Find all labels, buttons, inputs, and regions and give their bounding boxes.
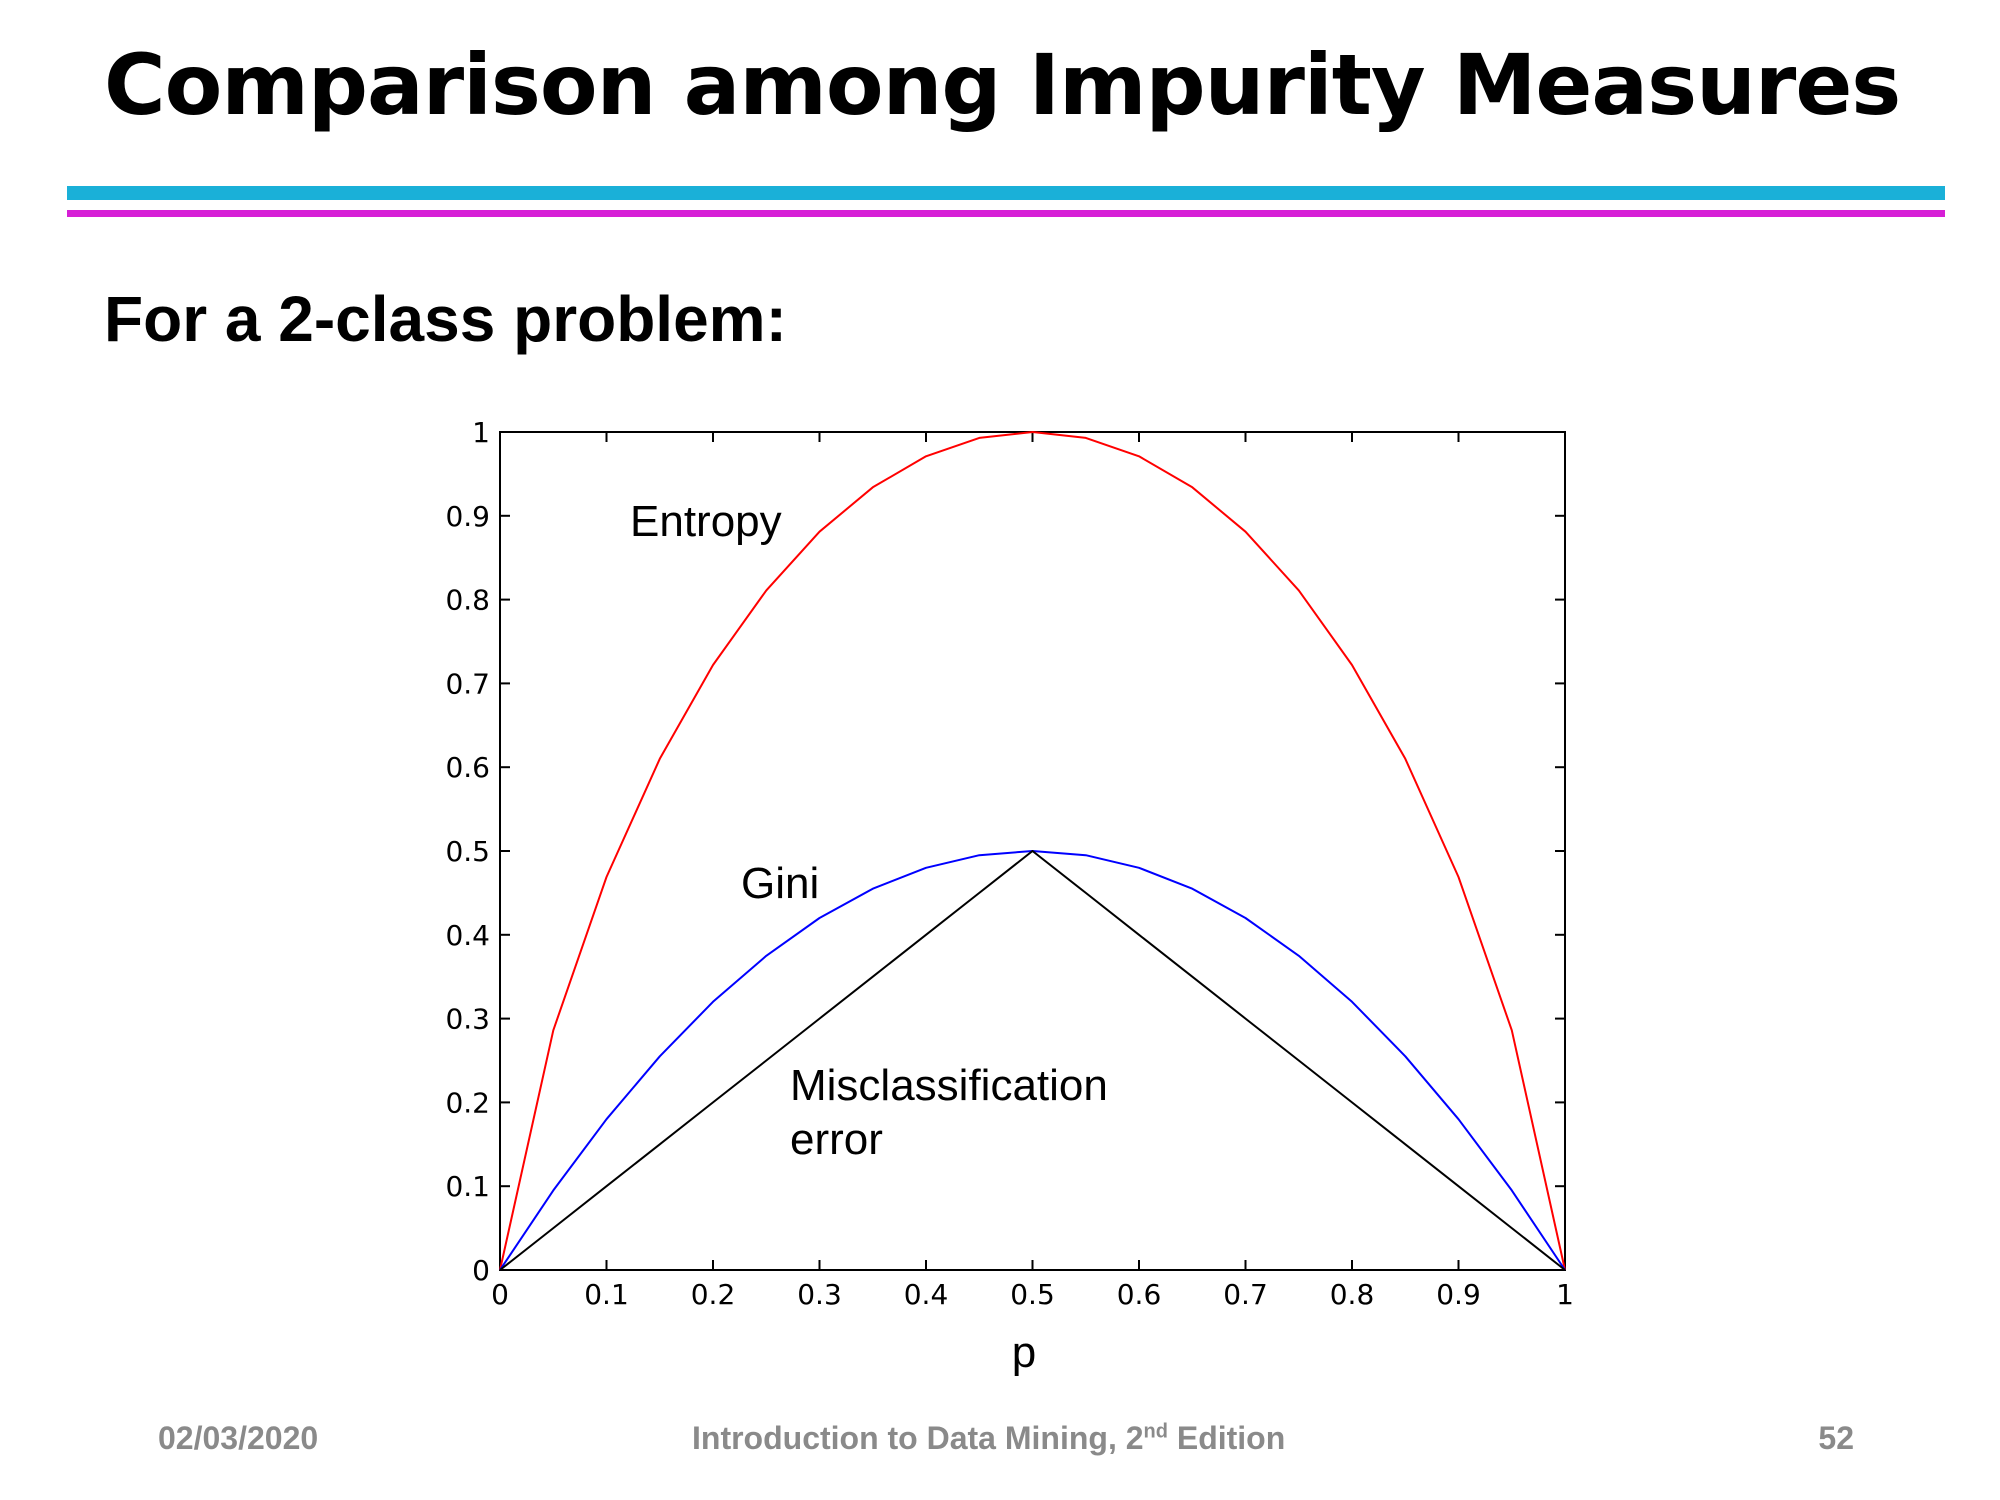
footer-book-suffix: Edition <box>1167 1420 1286 1456</box>
y-tick-label: 0.3 <box>445 1003 490 1036</box>
x-tick-label: 0.4 <box>904 1278 949 1311</box>
y-tick-label: 0.8 <box>445 584 490 617</box>
x-tick-label: 0.5 <box>1010 1278 1055 1311</box>
x-tick-label: 0.6 <box>1117 1278 1162 1311</box>
x-tick-labels: 0 0.1 0.2 0.3 0.4 0.5 0.6 0.7 0.8 0.9 1 <box>491 1278 1574 1311</box>
entropy-annotation: Entropy <box>630 497 782 546</box>
x-axis-label: p <box>1012 1328 1036 1377</box>
x-tick-label: 0.3 <box>797 1278 842 1311</box>
footer-book-superscript: nd <box>1143 1420 1168 1443</box>
footer-book-title: Introduction to Data Mining, 2nd Edition <box>692 1420 1285 1457</box>
y-tick-label: 1 <box>472 416 490 449</box>
y-tick-label: 0.2 <box>445 1086 490 1119</box>
y-tick-label: 0.7 <box>445 667 490 700</box>
slide-subtitle: For a 2-class problem: <box>104 283 787 355</box>
footer-book-prefix: Introduction to Data Mining, 2 <box>692 1420 1144 1456</box>
y-tick-label: 0.5 <box>445 835 490 868</box>
y-tick-label: 0.4 <box>445 919 490 952</box>
x-tick-label: 0 <box>491 1278 509 1311</box>
footer-date: 02/03/2020 <box>158 1420 319 1456</box>
y-tick-label: 0.9 <box>445 500 490 533</box>
title-rule-magenta <box>67 210 1945 217</box>
series-lines <box>499 431 1566 1271</box>
y-tick-labels: 0 0.1 0.2 0.3 0.4 0.5 0.6 0.7 0.8 0.9 1 <box>445 416 490 1287</box>
entropy-line <box>499 431 1566 1271</box>
tick-marks <box>499 431 1566 1271</box>
x-tick-label: 0.1 <box>584 1278 629 1311</box>
x-tick-label: 0.9 <box>1436 1278 1481 1311</box>
gini-line <box>499 850 1566 1271</box>
y-tick-label: 0 <box>472 1254 490 1287</box>
misclassification-annotation: Misclassification <box>790 1061 1108 1110</box>
y-tick-label: 0.1 <box>445 1170 490 1203</box>
title-rule-cyan <box>67 186 1945 200</box>
gini-annotation: Gini <box>741 859 819 908</box>
x-tick-label: 0.7 <box>1223 1278 1268 1311</box>
plot-frame <box>499 431 1566 1271</box>
misclassification-annotation-line2: error <box>790 1115 883 1164</box>
footer-page-number: 52 <box>1818 1420 1854 1456</box>
y-tick-label: 0.6 <box>445 751 490 784</box>
x-tick-label: 0.2 <box>691 1278 736 1311</box>
x-tick-label: 1 <box>1556 1278 1574 1311</box>
x-tick-label: 0.8 <box>1330 1278 1375 1311</box>
slide-title: Comparison among Impurity Measures <box>104 36 1901 134</box>
misclassification-error-line <box>499 850 1566 1271</box>
